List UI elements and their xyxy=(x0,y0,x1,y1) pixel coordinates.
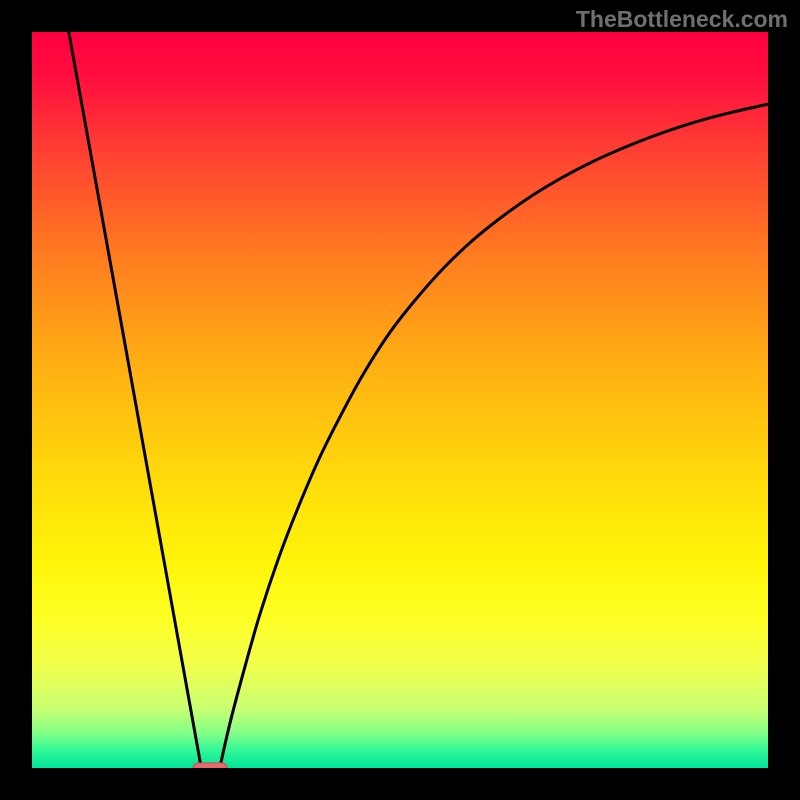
watermark-text: TheBottleneck.com xyxy=(576,6,788,33)
gradient-background xyxy=(32,32,768,768)
chart-svg xyxy=(0,0,800,800)
bottleneck-chart: TheBottleneck.com xyxy=(0,0,800,800)
